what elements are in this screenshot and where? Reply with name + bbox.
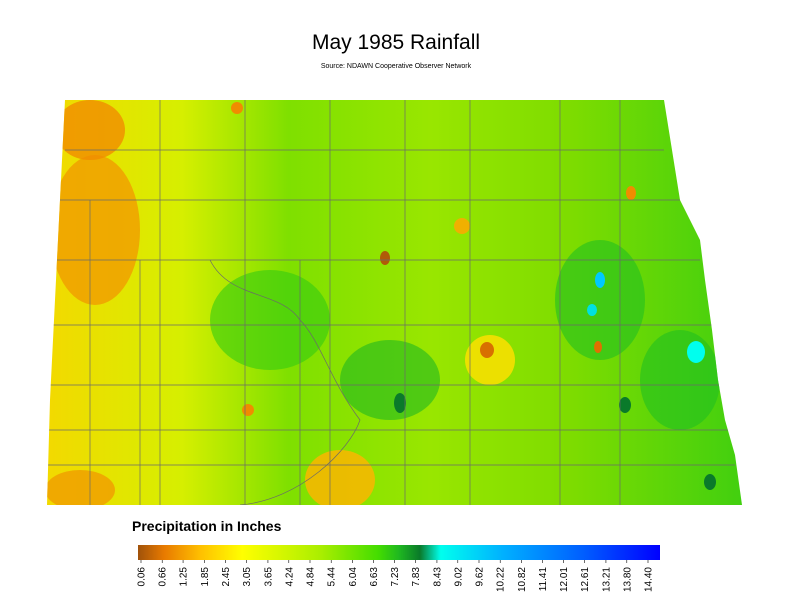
title: May 1985 Rainfall (312, 31, 480, 54)
tick-label: 14.40 (644, 567, 655, 592)
tick-label: 1.85 (200, 567, 211, 587)
rainfall-map (47, 100, 742, 505)
tick-label: 13.21 (601, 567, 612, 592)
subtitle: Source: NDAWN Cooperative Observer Netwo… (321, 63, 472, 70)
scale-ticks: 0.06 0.66 1.25 1.85 2.45 3.05 3.65 4.24 4.84 5.44… (137, 560, 655, 592)
tick-label: 7.83 (411, 567, 422, 587)
tick-label: 3.05 (242, 567, 253, 587)
tick-label: 3.65 (263, 567, 274, 587)
tick-label: 11.41 (538, 567, 549, 592)
tick-label: 9.62 (475, 567, 486, 587)
tick-label: 0.06 (137, 567, 148, 587)
tick-label: 12.61 (580, 567, 591, 592)
tick-label: 10.22 (496, 567, 507, 592)
tick-label: 4.84 (306, 567, 317, 587)
tick-label: 4.24 (284, 567, 295, 587)
tick-label: 6.04 (348, 567, 359, 587)
tick-label: 1.25 (179, 567, 190, 587)
tick-label: 8.43 (432, 567, 443, 587)
tick-label: 2.45 (221, 567, 232, 587)
color-scale (138, 545, 660, 560)
tick-label: 6.63 (369, 567, 380, 587)
tick-label: 5.44 (327, 567, 338, 587)
tick-label: 9.02 (453, 567, 464, 587)
tick-label: 7.23 (390, 567, 401, 587)
tick-label: 13.80 (622, 567, 633, 592)
tick-label: 10.82 (517, 567, 528, 592)
tick-label: 12.01 (559, 567, 570, 592)
tick-label: 0.66 (158, 567, 169, 587)
legend-title: Precipitation in Inches (132, 518, 282, 534)
